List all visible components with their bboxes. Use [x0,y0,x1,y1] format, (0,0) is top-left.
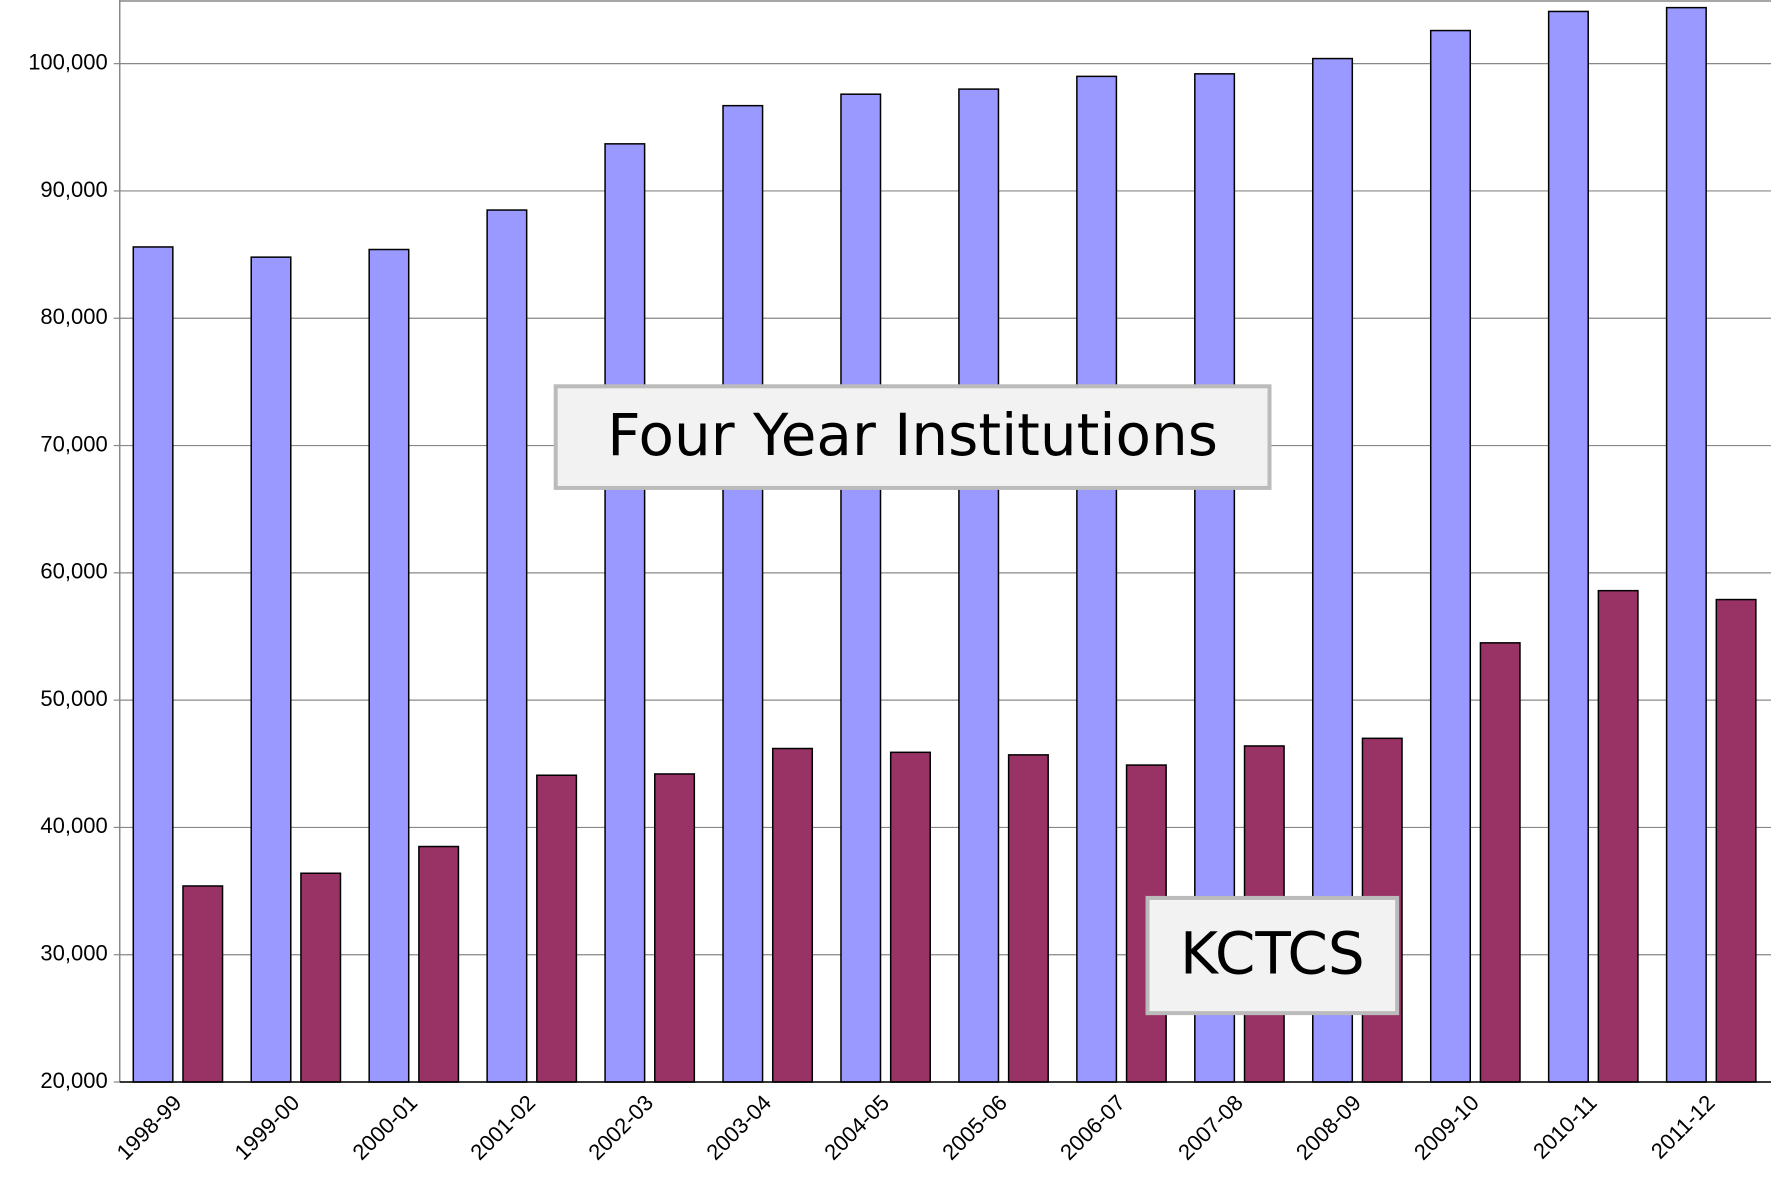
bar [771,747,814,1083]
bar [958,88,1000,1083]
bar [722,104,764,1083]
x-tick-label: 2001-02 [465,1090,540,1165]
bar [1007,754,1049,1083]
series-label: Four Year Institutions [607,401,1218,469]
bar [1479,642,1521,1083]
bar [182,885,224,1083]
bar [486,209,528,1083]
bar [604,143,646,1083]
bar [1665,6,1707,1083]
series-label-box [553,384,1272,490]
bar [300,872,342,1083]
x-tick-label: 2007-08 [1173,1090,1248,1165]
x-tick-label: 1999-00 [230,1090,305,1165]
bar [418,845,460,1083]
x-tick-label: 2008-09 [1291,1090,1366,1165]
y-tick-label: 80,000 [40,304,107,329]
x-tick-label: 2005-06 [937,1090,1012,1165]
bar [132,246,174,1083]
x-tick-label: 2002-03 [583,1090,658,1165]
y-tick-label: 70,000 [40,431,107,456]
y-tick-label: 100,000 [28,49,108,74]
bar [1597,589,1639,1083]
x-tick-label: 2000-01 [347,1090,422,1165]
y-tick-label: 60,000 [40,559,107,584]
y-tick-label: 30,000 [40,941,107,966]
series-label-box [1145,895,1400,1016]
x-tick-label: 2004-05 [819,1090,894,1165]
bar [536,774,578,1083]
series-label: KCTCS [1180,920,1365,988]
bar [1076,75,1118,1083]
y-tick-label: 50,000 [40,686,107,711]
bar [840,93,882,1083]
x-tick-label: 1998-99 [112,1090,187,1165]
bar [368,248,410,1083]
y-tick-label: 20,000 [40,1068,107,1093]
bar [1715,598,1757,1083]
bar [889,751,931,1083]
y-tick-label: 90,000 [40,177,107,202]
bar [1429,29,1472,1083]
x-tick-label: 2009-10 [1409,1090,1484,1165]
bar [250,256,292,1083]
bar [1547,10,1589,1083]
x-tick-label: 2011-12 [1646,1090,1720,1164]
x-tick-label: 2003-04 [701,1090,776,1165]
x-tick-label: 2006-07 [1055,1090,1130,1165]
y-tick-label: 40,000 [40,813,107,838]
x-tick-label: 2010-11 [1528,1090,1602,1164]
bar [654,773,696,1083]
